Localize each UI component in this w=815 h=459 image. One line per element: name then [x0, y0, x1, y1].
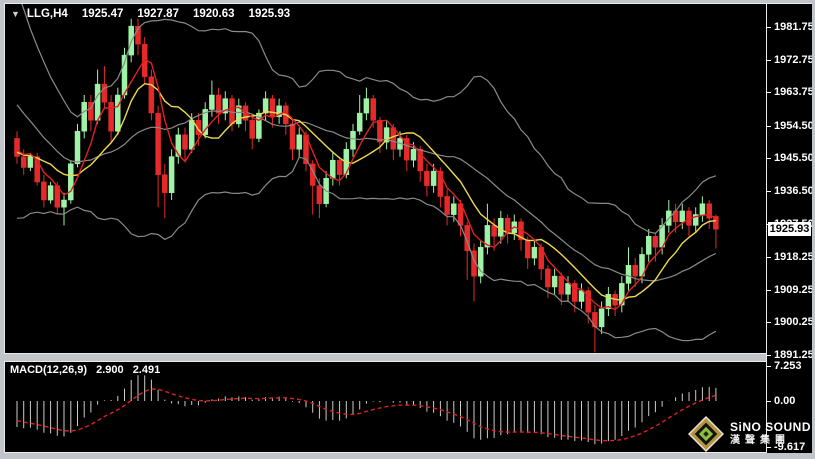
price-axis-label-tick — [767, 355, 771, 356]
price-axis-label-tick — [767, 125, 771, 127]
price-axis-label-tick — [767, 59, 771, 61]
price-axis-label-tick — [767, 289, 771, 291]
price-axis-label: 1909.25 — [774, 283, 812, 296]
chart-title: ▼ LLG,H4 1925.47 1927.87 1920.63 1925.93 — [11, 8, 290, 20]
price-axis-label: 1918.25 — [774, 251, 812, 264]
price-axis-label: 1963.75 — [774, 86, 812, 99]
price-axis-label-tick — [767, 322, 771, 324]
price-axis-label-tick — [767, 191, 771, 192]
symbol-period-label: LLG,H4 — [26, 8, 68, 20]
chevron-down-icon[interactable]: ▼ — [11, 9, 20, 19]
price-axis-label: 1945.50 — [774, 152, 812, 165]
quote-high: 1927.87 — [137, 8, 179, 20]
macd-axis-label-tick — [767, 401, 771, 402]
price-axis-label-tick — [767, 92, 771, 94]
quote-low: 1920.63 — [192, 8, 235, 20]
price-axis-label-tick — [767, 27, 771, 28]
macd-indicator-label: MACD(12,26,9) 2.900 2.491 — [10, 364, 160, 376]
macd-chart[interactable] — [5, 362, 766, 452]
main-chart-panel: ▼ LLG,H4 1925.47 1927.87 1920.63 1925.93 — [4, 3, 766, 354]
price-axis-label: 1936.50 — [774, 185, 812, 197]
macd-axis-label: 7.253 — [774, 360, 802, 373]
price-axis-label-tick — [767, 257, 771, 259]
diamond-logo-icon — [687, 416, 724, 452]
logo-text-en: SiNO SOUND — [729, 420, 811, 435]
price-axis-label: 1954.50 — [774, 119, 812, 132]
macd-signal-value: 2.491 — [132, 364, 161, 376]
price-axis-label-tick — [767, 158, 771, 160]
logo-text-cn: 漢聲集團 — [729, 435, 790, 447]
macd-name: MACD(12,26,9) — [10, 364, 88, 376]
quote-open: 1925.47 — [81, 8, 124, 20]
macd-axis-label-tick — [767, 447, 771, 449]
price-axis-label: 1981.75 — [774, 21, 812, 33]
macd-axis-label: 0.00 — [774, 395, 796, 407]
price-axis-label: 1972.75 — [774, 53, 812, 66]
price-axis-label: 1900.25 — [774, 316, 812, 329]
panel-splitter[interactable] — [4, 354, 766, 361]
macd-axis-label-tick — [767, 366, 771, 368]
price-axis-scale[interactable]: 1925.93 1981.75 1972.75 1963.75 1954.50 1945… — [766, 3, 812, 453]
broker-logo: SiNO SOUND 漢聲集團 — [687, 416, 811, 452]
macd-value: 2.900 — [96, 364, 124, 376]
macd-panel: MACD(12,26,9) 2.900 2.491 — [4, 361, 766, 453]
quote-close: 1925.93 — [248, 8, 291, 20]
price-axis-label: 1891.25 — [774, 349, 812, 361]
candlestick-chart[interactable] — [5, 4, 766, 353]
macd-axis-label: -9.617 — [774, 441, 806, 453]
current-price-tag: 1925.93 — [768, 222, 811, 237]
